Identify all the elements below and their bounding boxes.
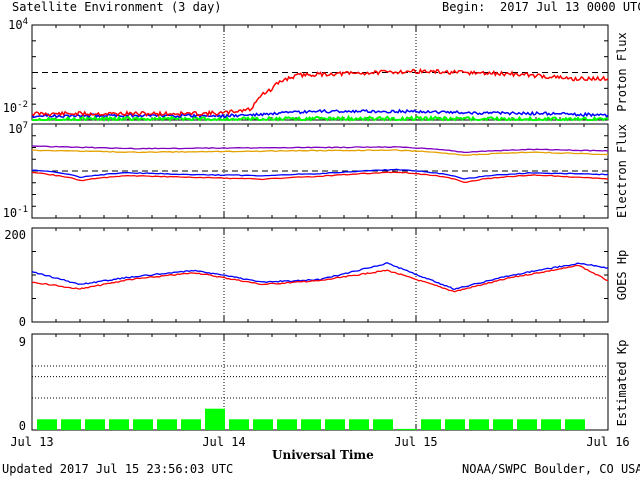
panel-frame-3 <box>31 227 609 323</box>
kp-bar <box>277 419 297 430</box>
panel-frame-4 <box>31 333 609 431</box>
proton-series-green <box>31 114 609 122</box>
hp-ytick-bottom: 0 <box>19 315 26 329</box>
kp-bar <box>421 419 441 430</box>
hp-ytick-top: 200 <box>4 228 26 242</box>
hp-ylabel: GOES Hp <box>615 250 629 301</box>
kp-bar <box>61 419 81 430</box>
kp-bar <box>85 419 105 430</box>
hp-series-red <box>31 264 609 293</box>
kp-bar <box>133 419 153 430</box>
proton-ytick-bottom: 10-2 <box>3 100 28 115</box>
kp-bar <box>157 419 177 430</box>
electron-series-red <box>31 171 609 184</box>
kp-bar <box>445 419 465 430</box>
x-tick-label: Jul 15 <box>394 435 437 449</box>
kp-bar <box>349 419 369 430</box>
credit-text: NOAA/SWPC Boulder, CO USA <box>462 462 640 476</box>
kp-ylabel: Estimated Kp <box>615 340 629 427</box>
kp-bar <box>229 419 249 430</box>
kp-bar <box>301 419 321 430</box>
updated-timestamp: Updated 2017 Jul 15 23:56:03 UTC <box>2 462 234 476</box>
electron-series-orange <box>31 149 609 156</box>
electron-ytick-top: 107 <box>8 121 28 136</box>
kp-bar <box>517 419 537 430</box>
electron-ytick-bottom: 10-1 <box>3 205 28 220</box>
electron-series-purple <box>31 145 609 154</box>
kp-bar <box>181 419 201 430</box>
panel-frame-2 <box>31 123 609 219</box>
electron-ylabel: Electron Flux <box>615 124 629 218</box>
electron-series-blue <box>31 168 609 180</box>
proton-ytick-top: 104 <box>8 17 28 32</box>
kp-bar <box>325 419 345 430</box>
kp-bar <box>541 419 561 430</box>
proton-series-blue <box>31 108 609 119</box>
begin-value: 2017 Jul 13 0000 UTC <box>500 0 640 14</box>
x-tick-label: Jul 13 <box>10 435 53 449</box>
kp-bar <box>373 419 393 430</box>
kp-ytick-bottom: 0 <box>19 419 26 433</box>
kp-bar <box>205 408 225 430</box>
x-tick-label: Jul 16 <box>586 435 629 449</box>
x-tick-label: Jul 14 <box>202 435 245 449</box>
kp-ytick-top: 9 <box>19 335 26 349</box>
kp-bar <box>565 419 585 430</box>
proton-ylabel: Proton Flux <box>615 32 629 111</box>
kp-bar <box>493 419 513 430</box>
kp-bar <box>253 419 273 430</box>
kp-bar <box>397 428 417 430</box>
kp-bar <box>109 419 129 430</box>
plot-title: Satellite Environment (3 day) <box>12 0 222 14</box>
kp-bar <box>469 419 489 430</box>
x-axis-title: Universal Time <box>272 448 374 462</box>
proton-series-red <box>31 67 609 118</box>
begin-label: Begin: <box>442 0 486 14</box>
kp-bar <box>37 419 57 430</box>
